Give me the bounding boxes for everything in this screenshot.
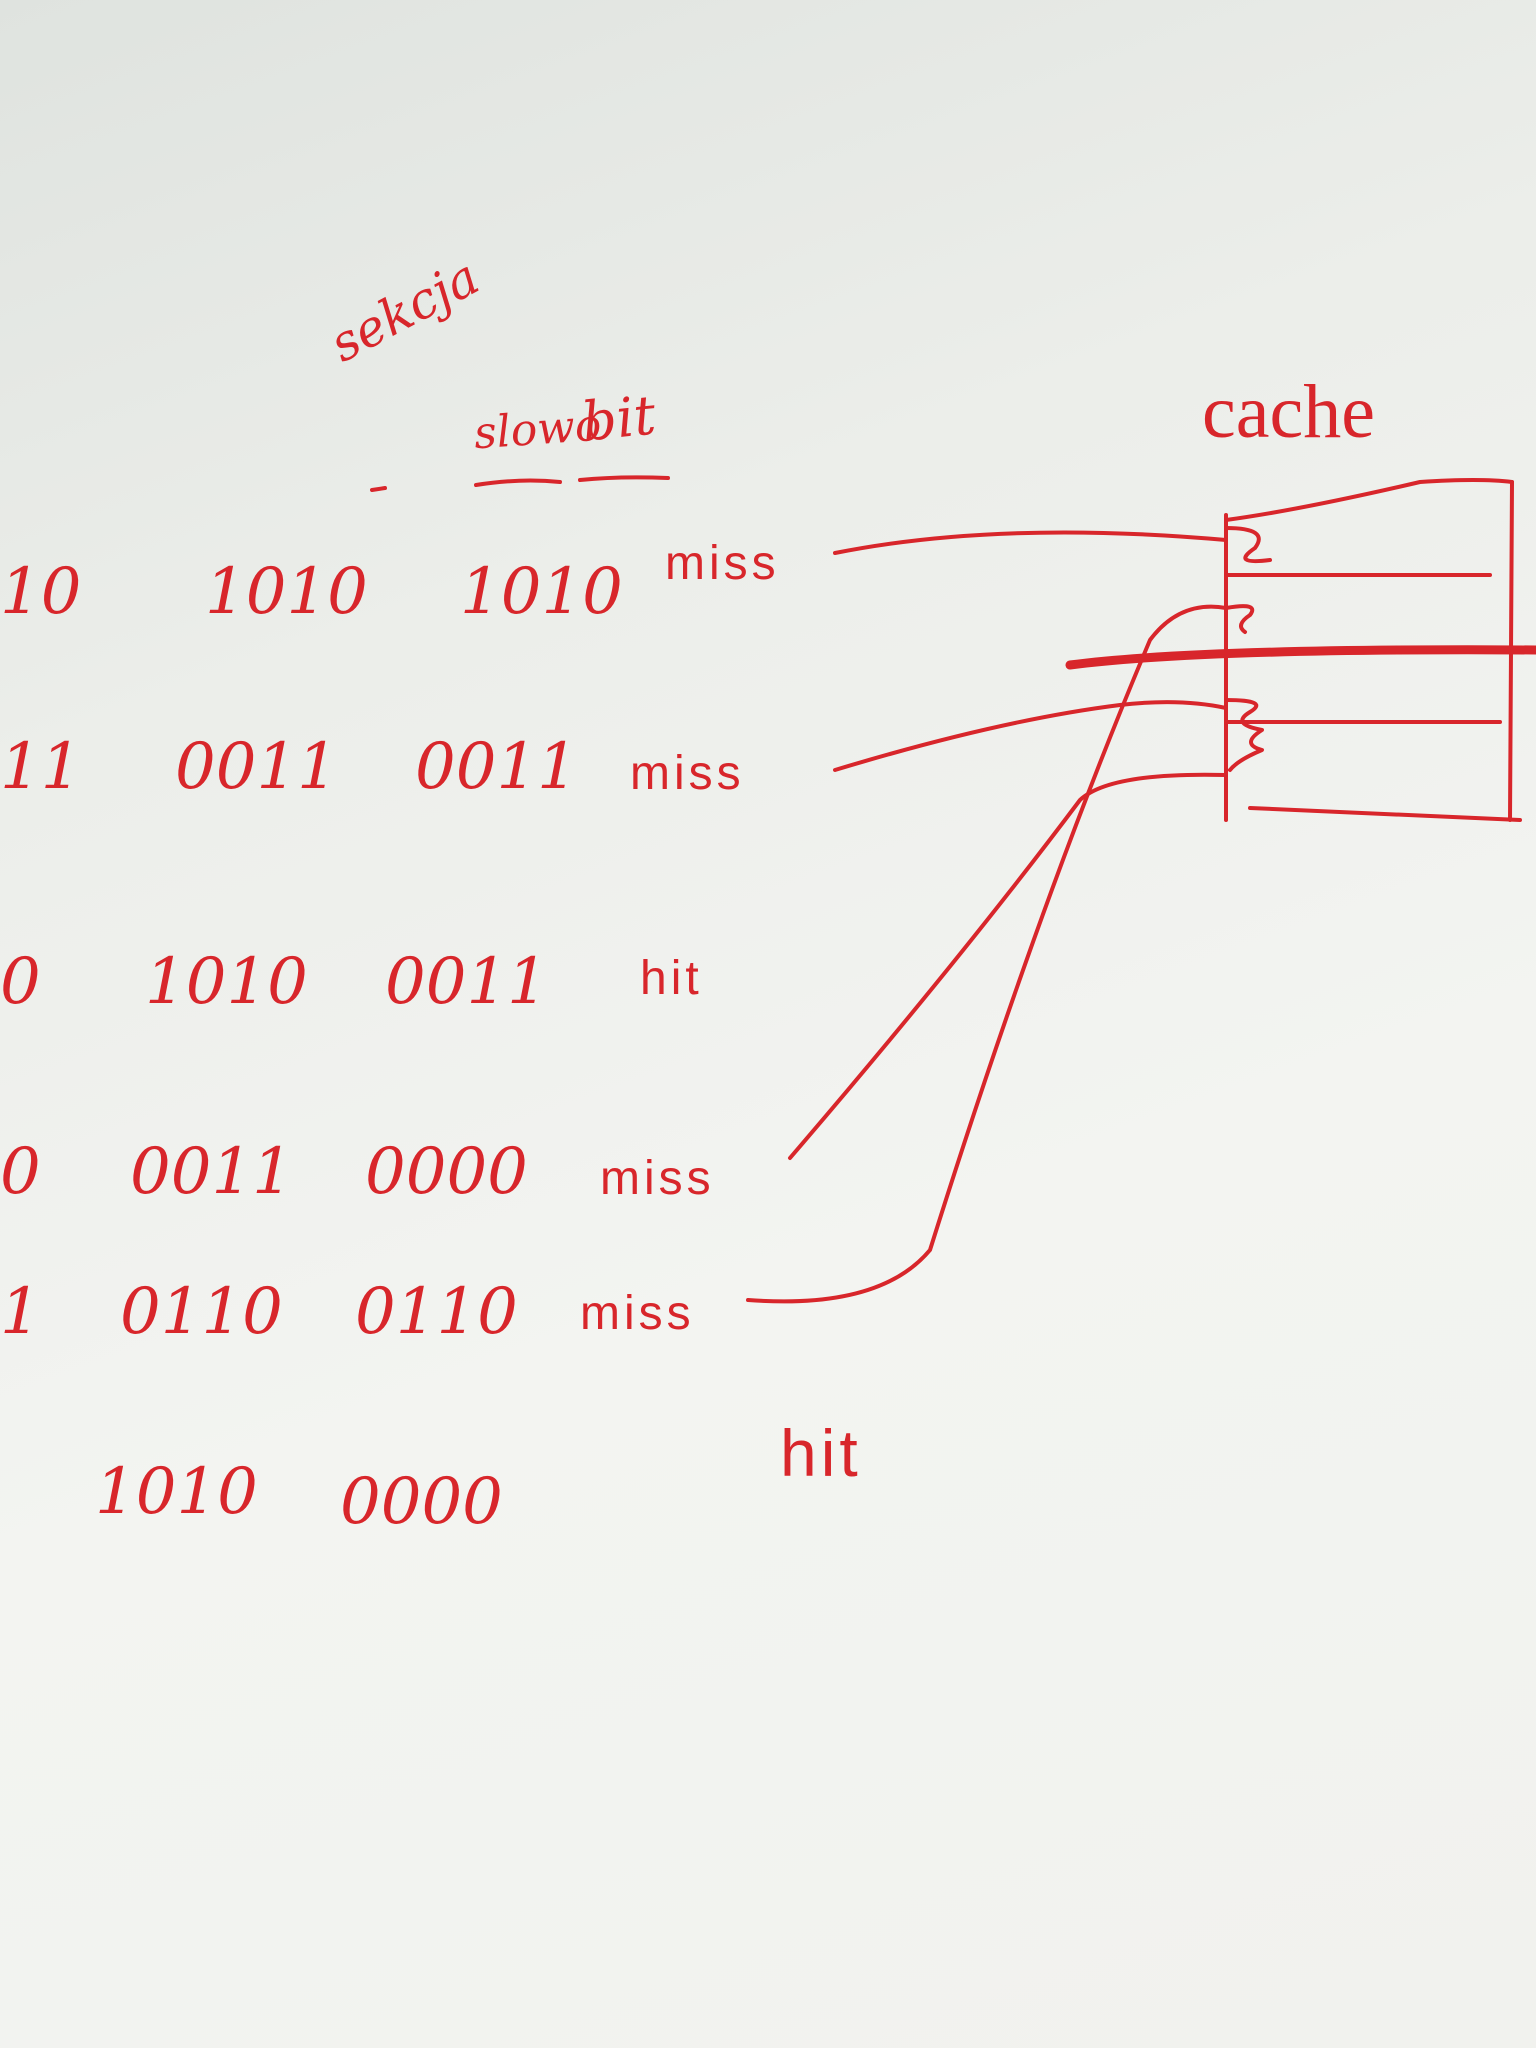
truncated-address: 0 [0, 1135, 41, 1209]
header-bit: bit [578, 383, 659, 454]
section-bits: 0110 [120, 1275, 283, 1349]
section-bits: 1010 [145, 945, 308, 1019]
arrow-row-4 [788, 772, 1228, 1160]
word-bits: 1010 [460, 555, 623, 629]
section-bits: 1010 [205, 555, 368, 629]
truncated-address: 1 [0, 1275, 41, 1349]
word-bits: 0011 [385, 945, 548, 1019]
result-label: hit [640, 952, 703, 1005]
result-label: miss [665, 537, 780, 590]
word-bits: 0011 [415, 730, 578, 804]
result-label: miss [630, 747, 745, 800]
slot-marks-3 [1224, 698, 1264, 772]
slot-marks-1 [1224, 526, 1272, 564]
underline-bit [578, 475, 670, 482]
truncated-address: 0 [0, 945, 41, 1019]
arrow-row-2 [833, 700, 1228, 772]
cache-line-4 [1248, 806, 1522, 822]
slot-marks-2 [1224, 604, 1255, 634]
underline-section [370, 486, 387, 492]
cache-line-2-bold [1065, 645, 1536, 670]
cache-label: cache [1202, 370, 1375, 454]
arrow-row-1 [833, 530, 1228, 555]
result-label: miss [600, 1152, 715, 1205]
result-label: miss [580, 1287, 695, 1340]
cache-top [1224, 478, 1514, 522]
word-bits: 0000 [340, 1465, 503, 1539]
result-label: hit [780, 1416, 862, 1490]
truncated-address: 10 [0, 555, 82, 629]
arrow-row-5 [746, 604, 1228, 1304]
word-bits: 0110 [355, 1275, 518, 1349]
section-bits: 1010 [95, 1455, 258, 1529]
section-bits: 0011 [130, 1135, 293, 1209]
underline-word [474, 478, 562, 487]
section-bits: 0011 [175, 730, 338, 804]
truncated-address: 11 [0, 730, 82, 804]
word-bits: 0000 [365, 1135, 528, 1209]
